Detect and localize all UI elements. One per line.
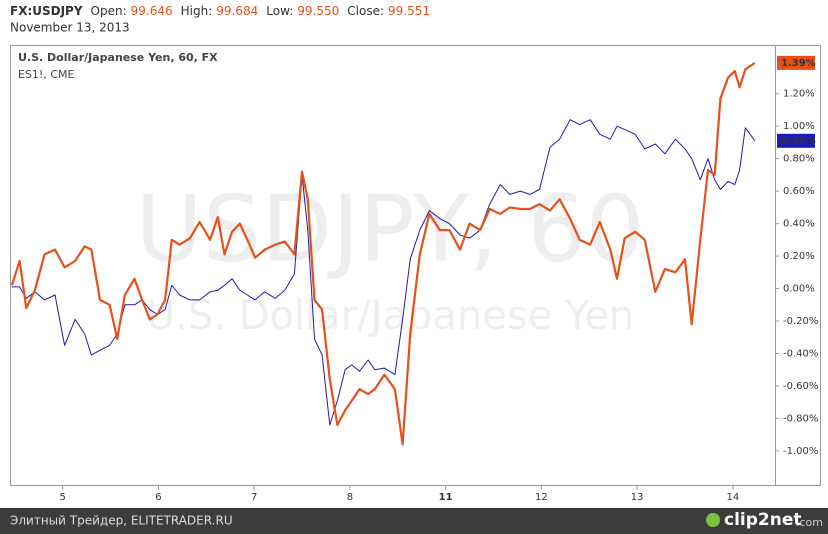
field-name: Close: [347, 4, 384, 18]
x-tick-label: 12 [535, 492, 548, 503]
footer-logo-suffix: .com [796, 516, 823, 529]
y-tick-label: -0.80% [783, 413, 818, 424]
series-line [11, 119, 756, 426]
y-tick-label: -0.20% [783, 316, 818, 327]
symbol: FX:USDJPY [10, 4, 83, 18]
end-label-box [777, 133, 815, 148]
field-name: High: [181, 4, 213, 18]
header-line: FX:USDJPY Open: 99.646 High: 99.684 Low: 99.55… [10, 4, 430, 18]
y-tick-label: -0.40% [783, 348, 818, 359]
x-tick-label: 7 [251, 492, 257, 503]
y-tick-label: 0.40% [783, 219, 815, 230]
legend-entry: U.S. Dollar/Japanese Yen, 60, FX [18, 51, 218, 64]
y-tick-label: -0.60% [783, 381, 818, 392]
x-tick-label: 14 [727, 492, 740, 503]
x-tick-label: 6 [155, 492, 161, 503]
footer-source: Элитный Трейдер, ELITETRADER.RU [10, 514, 233, 528]
y-tick-label: 1.20% [783, 89, 815, 100]
field-name: Open: [91, 4, 127, 18]
y-tick-label: 0.60% [783, 186, 815, 197]
panel-border [10, 45, 821, 486]
end-label: 0.91% [781, 136, 816, 147]
legend-entry: ES1!, CME [18, 68, 75, 81]
y-tick-label: 0.80% [783, 154, 815, 165]
footer-bar [0, 508, 828, 534]
field-value: 99.550 [297, 4, 339, 18]
x-tick-label: 13 [631, 492, 644, 503]
x-tick-label: 5 [59, 492, 65, 503]
y-tick-label: 1.00% [783, 121, 815, 132]
field-value: 99.551 [388, 4, 430, 18]
date: November 13, 2013 [10, 21, 130, 35]
watermark-sub: U.S. Dollar/Japanese Yen [146, 293, 634, 339]
y-tick-label: 0.20% [783, 251, 815, 262]
field-name: Low: [266, 4, 293, 18]
end-label: 1.39% [781, 58, 816, 69]
y-tick-label: 0.00% [783, 284, 815, 295]
series-line [10, 61, 756, 446]
field-value: 99.646 [131, 4, 173, 18]
footer-logo: clip2net [724, 510, 802, 530]
x-tick-label: 11 [439, 492, 453, 503]
logo-icon [706, 513, 720, 527]
x-tick-label: 8 [347, 492, 353, 503]
end-label-box [777, 55, 815, 70]
field-value: 99.684 [216, 4, 258, 18]
watermark: USDJPY, 60 [136, 175, 645, 282]
y-tick-label: -1.00% [783, 446, 818, 457]
